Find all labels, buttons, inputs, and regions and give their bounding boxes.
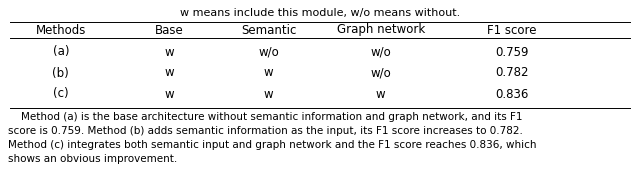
Text: (b): (b) xyxy=(52,67,69,79)
Text: Graph network: Graph network xyxy=(337,24,425,36)
Text: w/o: w/o xyxy=(259,45,279,59)
Text: shows an obvious improvement.: shows an obvious improvement. xyxy=(8,154,177,164)
Text: Method (c) integrates both semantic input and graph network and the F1 score rea: Method (c) integrates both semantic inpu… xyxy=(8,140,536,150)
Text: (c): (c) xyxy=(53,88,68,100)
Text: Semantic: Semantic xyxy=(241,24,296,36)
Text: 0.836: 0.836 xyxy=(495,88,529,100)
Text: w: w xyxy=(376,88,386,100)
Text: w/o: w/o xyxy=(371,45,391,59)
Text: w: w xyxy=(264,88,274,100)
Text: w: w xyxy=(264,67,274,79)
Text: (a): (a) xyxy=(52,45,69,59)
Text: w: w xyxy=(164,88,175,100)
Text: Method (a) is the base architecture without semantic information and graph netwo: Method (a) is the base architecture with… xyxy=(8,112,522,122)
Text: 0.782: 0.782 xyxy=(495,67,529,79)
Text: F1 score: F1 score xyxy=(487,24,537,36)
Text: w means include this module, w/o means without.: w means include this module, w/o means w… xyxy=(180,8,460,18)
Text: w: w xyxy=(164,45,175,59)
Text: Methods: Methods xyxy=(36,24,86,36)
Text: w/o: w/o xyxy=(371,67,391,79)
Text: 0.759: 0.759 xyxy=(495,45,529,59)
Text: w: w xyxy=(164,67,175,79)
Text: Base: Base xyxy=(156,24,184,36)
Text: score is 0.759. Method (b) adds semantic information as the input, its F1 score : score is 0.759. Method (b) adds semantic… xyxy=(8,126,523,136)
